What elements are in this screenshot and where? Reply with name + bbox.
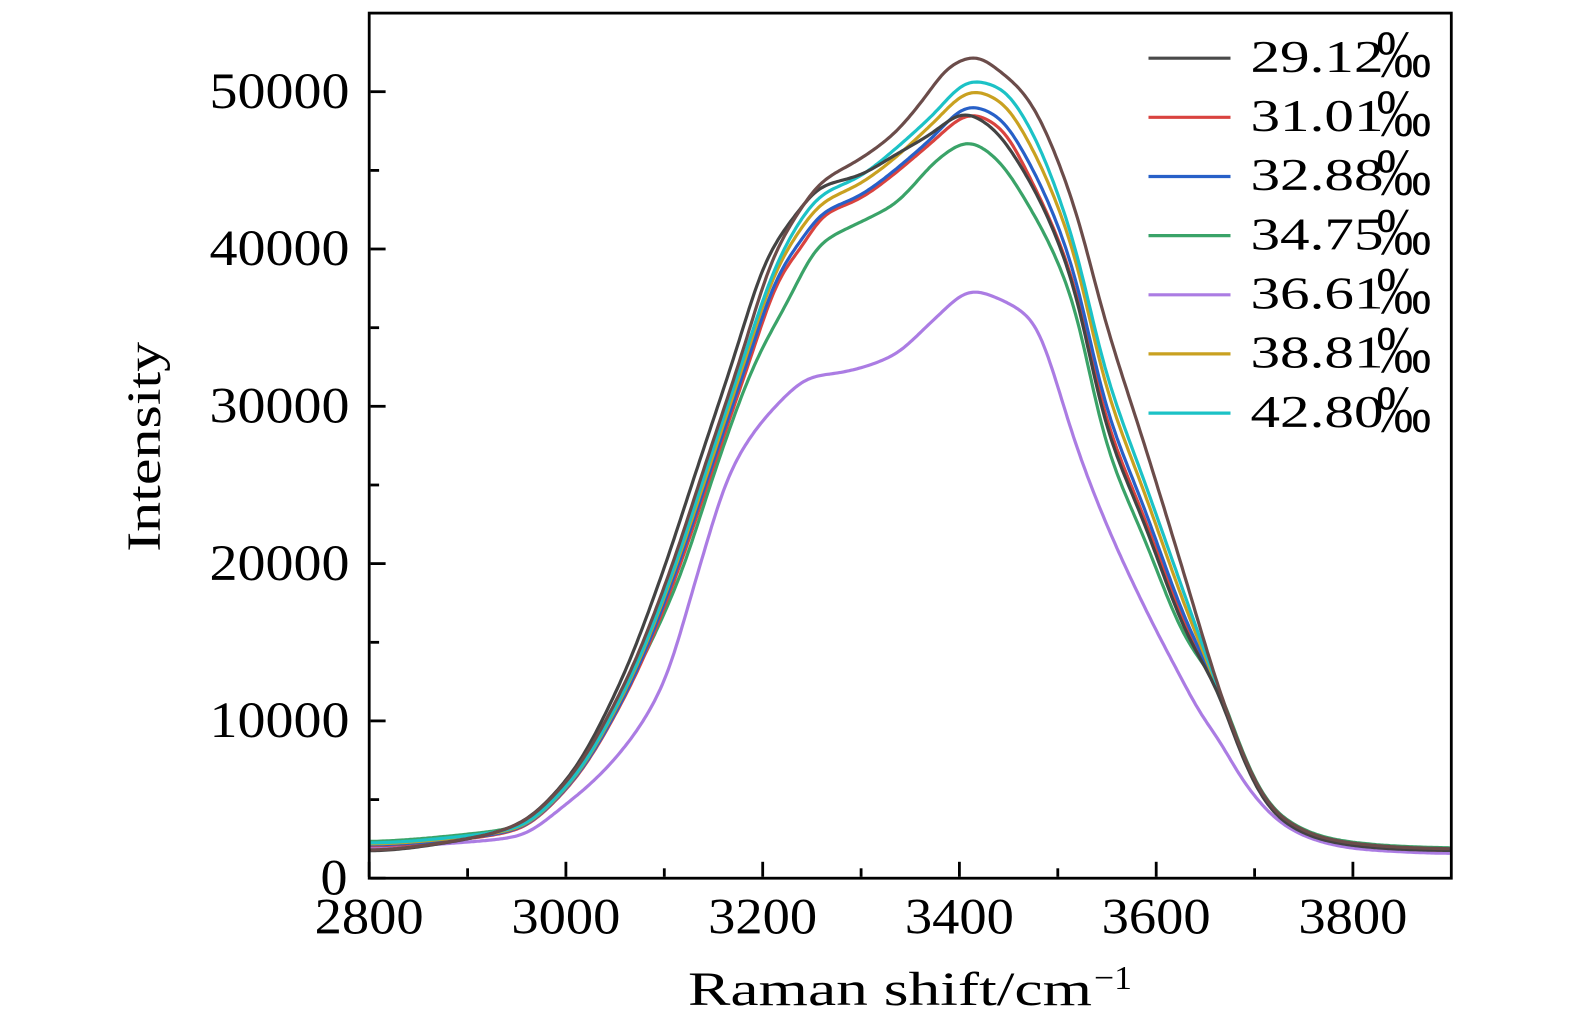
svg-text:20000: 20000 (210, 536, 350, 592)
svg-text:29.12: 29.12 (1251, 32, 1384, 82)
svg-text:3200: 3200 (708, 890, 817, 946)
svg-text:‰: ‰ (1377, 255, 1431, 329)
svg-text:32.88: 32.88 (1251, 150, 1384, 200)
svg-text:Intensity: Intensity (118, 342, 171, 552)
svg-text:3000: 3000 (511, 890, 620, 946)
svg-text:‰: ‰ (1377, 314, 1431, 388)
svg-text:‰: ‰ (1377, 77, 1431, 151)
svg-text:3600: 3600 (1102, 890, 1211, 946)
svg-text:3400: 3400 (905, 890, 1014, 946)
svg-text:40000: 40000 (210, 221, 350, 277)
svg-text:Raman shift/cm−1: Raman shift/cm−1 (688, 960, 1132, 1016)
svg-text:31.01: 31.01 (1251, 91, 1384, 141)
svg-text:50000: 50000 (210, 64, 350, 120)
svg-text:3800: 3800 (1298, 890, 1407, 946)
svg-text:36.61: 36.61 (1251, 269, 1384, 319)
svg-text:0: 0 (321, 850, 348, 906)
svg-text:42.80: 42.80 (1251, 387, 1384, 437)
svg-text:‰: ‰ (1377, 196, 1431, 270)
svg-text:‰: ‰ (1377, 373, 1431, 447)
svg-text:30000: 30000 (210, 379, 350, 435)
svg-text:2800: 2800 (315, 890, 424, 946)
svg-text:‰: ‰ (1377, 18, 1431, 92)
svg-text:10000: 10000 (210, 693, 350, 749)
svg-text:34.75: 34.75 (1251, 209, 1384, 259)
svg-text:38.81: 38.81 (1251, 328, 1384, 378)
svg-text:‰: ‰ (1377, 136, 1431, 210)
